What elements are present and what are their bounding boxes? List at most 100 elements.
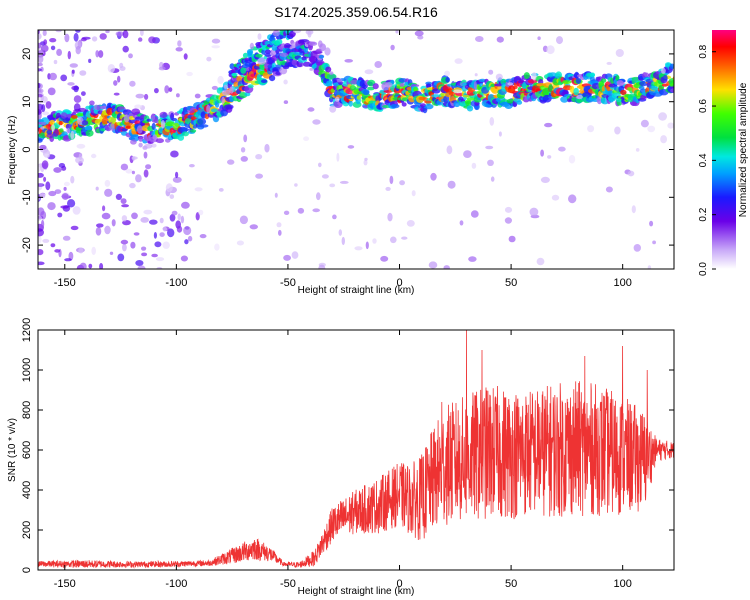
heatmap-cell	[53, 167, 62, 173]
heatmap-cell	[176, 93, 180, 98]
heatmap-cell	[312, 208, 321, 213]
heatmap-cell	[255, 154, 263, 160]
heatmap-cell	[487, 159, 494, 166]
heatmap-cell	[141, 246, 147, 251]
heatmap-cell	[148, 36, 156, 44]
heatmap-cell	[181, 131, 189, 137]
heatmap-cell	[339, 180, 349, 184]
heatmap-cell	[71, 115, 78, 119]
heatmap-cell	[169, 194, 175, 200]
heatmap-cell	[38, 42, 42, 49]
colorbar-tick-label: 0.4	[698, 153, 709, 167]
heatmap-cell	[125, 168, 133, 174]
heatmap-cell	[283, 254, 291, 261]
heatmap-cell	[669, 63, 674, 70]
heatmap-cell	[466, 105, 474, 112]
heatmap-cell	[60, 205, 69, 209]
heatmap-cell	[73, 85, 79, 93]
snr-series-line	[38, 330, 674, 569]
heatmap-cell	[42, 238, 50, 243]
heatmap-cell	[197, 118, 207, 125]
heatmap-cell	[329, 105, 337, 113]
heatmap-cell	[162, 226, 167, 232]
heatmap-cell	[151, 122, 156, 131]
heatmap-cell	[131, 108, 141, 115]
x-tick-label: -100	[165, 578, 187, 590]
heatmap-cell	[151, 253, 158, 258]
heatmap-cell	[131, 170, 135, 175]
heatmap-cell	[73, 32, 79, 42]
heatmap-cell	[70, 130, 75, 140]
heatmap-cell	[38, 50, 44, 54]
heatmap-cell	[672, 76, 674, 81]
heatmap-cell	[50, 45, 56, 51]
y-tick-label: 600	[21, 441, 33, 459]
heatmap-cell	[172, 176, 182, 183]
heatmap-cell	[40, 44, 49, 53]
heatmap-cell	[660, 135, 667, 144]
heatmap-cell	[113, 80, 118, 86]
y-tick-label: 1000	[21, 358, 33, 382]
heatmap-cell	[123, 114, 130, 123]
heatmap-cell	[85, 129, 94, 137]
heatmap-cell	[180, 255, 188, 262]
heatmap-cell	[329, 71, 334, 75]
y-tick-label: -20	[21, 237, 33, 253]
heatmap-cell	[631, 205, 636, 214]
heatmap-cell	[470, 210, 479, 218]
heatmap-cell	[214, 243, 220, 251]
heatmap-cell	[540, 149, 544, 157]
heatmap-cell	[223, 84, 228, 90]
heatmap-cell	[143, 169, 149, 178]
heatmap-cell	[401, 236, 408, 240]
heatmap-cell	[244, 62, 251, 67]
heatmap-cell	[390, 236, 397, 244]
heatmap-cell	[576, 94, 583, 100]
heatmap-cell	[485, 145, 494, 150]
heatmap-cell	[159, 217, 164, 224]
heatmap-cell	[122, 243, 127, 252]
heatmap-cell	[145, 164, 152, 170]
heatmap-cell	[78, 247, 84, 254]
heatmap-cell	[91, 36, 98, 42]
heatmap-cell	[647, 125, 656, 133]
heatmap-cell	[640, 119, 649, 128]
colorbar-label: Normalized spectral amplitude	[738, 82, 749, 217]
heatmap-cell	[130, 139, 137, 145]
heatmap-cell	[527, 79, 538, 84]
heatmap-cell	[384, 82, 393, 88]
heatmap-cell	[341, 236, 345, 246]
heatmap-cell	[180, 215, 185, 224]
heatmap-cell	[95, 186, 99, 191]
heatmap-cell	[96, 105, 101, 111]
heatmap-cell	[669, 82, 674, 88]
colorbar-tick-label: 0.6	[698, 99, 709, 113]
x-tick-label: 0	[396, 277, 402, 289]
heatmap-cell	[229, 86, 234, 94]
heatmap-cell	[211, 85, 218, 90]
heatmap-cell	[101, 117, 110, 125]
heatmap-cell	[177, 134, 185, 141]
heatmap-cell	[247, 84, 254, 89]
x-tick-label: 100	[613, 277, 631, 289]
colorbar-ticks: 0.0 0.2 0.4 0.6 0.8	[698, 44, 716, 276]
heatmap-cell	[38, 82, 41, 89]
heatmap-cell	[137, 265, 146, 269]
heatmap-cell	[131, 212, 138, 220]
heatmap-cell	[38, 249, 44, 256]
heatmap-cell	[347, 145, 355, 149]
heatmap-cell	[141, 252, 148, 257]
heatmap-cell	[89, 100, 95, 106]
heatmap-cell	[99, 263, 104, 269]
colorbar-tick-label: 0.2	[698, 207, 709, 221]
heatmap-cell	[143, 151, 148, 159]
heatmap-cell	[573, 87, 579, 96]
heatmap-cell	[649, 220, 654, 227]
heatmap-cell	[48, 190, 57, 197]
heatmap-cell	[291, 251, 299, 259]
heatmap-cell	[38, 97, 42, 101]
heatmap-cell	[39, 193, 46, 198]
heatmap-cell	[372, 238, 377, 244]
heatmap-cell	[523, 72, 530, 80]
heatmap-cell	[54, 189, 62, 195]
